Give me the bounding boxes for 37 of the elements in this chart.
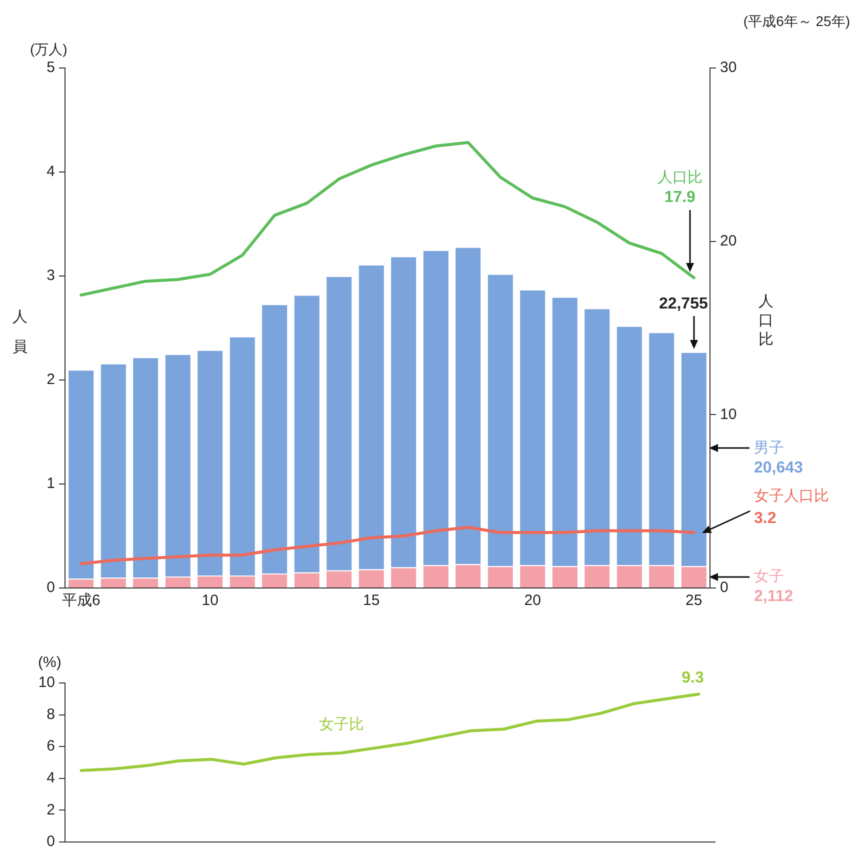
text: (万人) bbox=[30, 40, 68, 57]
y-tick-label: 2 bbox=[46, 801, 55, 818]
series-label: 女子比 bbox=[318, 716, 364, 734]
y-tick-label: 4 bbox=[46, 770, 55, 787]
y-tick-label: 10 bbox=[38, 674, 55, 692]
text: 男子 bbox=[754, 439, 784, 456]
x-tick-label: 15 bbox=[363, 592, 380, 610]
text: (平成6年～ 25年) bbox=[743, 12, 850, 29]
text: 20,643 bbox=[754, 460, 804, 477]
y2-tick-label: 20 bbox=[720, 232, 737, 250]
y2-axis-title: 人口比 bbox=[758, 293, 774, 348]
y-tick-label: 8 bbox=[46, 706, 55, 723]
y-tick-label: 4 bbox=[46, 163, 55, 180]
x-tick-label: 10 bbox=[202, 592, 218, 610]
data-label: 9.3 bbox=[682, 670, 704, 687]
y-tick-label: 3 bbox=[46, 267, 55, 284]
y2-tick-label: 0 bbox=[720, 579, 728, 596]
text: 人口比 bbox=[657, 168, 702, 186]
x-tick-label: 平成6 bbox=[62, 592, 100, 610]
y2-tick-label: 30 bbox=[720, 59, 737, 76]
annotation: 17.9 bbox=[664, 189, 696, 206]
y-tick-label: 0 bbox=[46, 833, 55, 850]
y-axis-title: (%) bbox=[38, 654, 62, 672]
y2-tick-label: 10 bbox=[720, 406, 737, 423]
text: 女子 bbox=[754, 568, 784, 585]
y-tick-label: 0 bbox=[46, 579, 55, 596]
annotation: 22,755 bbox=[658, 295, 708, 312]
y-tick-label: 6 bbox=[46, 738, 55, 755]
y-tick-label: 1 bbox=[46, 475, 55, 492]
y-axis-title: 人員 bbox=[12, 308, 28, 356]
y-tick-label: 2 bbox=[46, 371, 55, 388]
text: 3.2 bbox=[754, 510, 776, 527]
text: 2,112 bbox=[754, 588, 794, 606]
y-tick-label: 5 bbox=[46, 59, 55, 76]
x-tick-label: 20 bbox=[524, 592, 541, 610]
text: 女子人口比 bbox=[754, 488, 829, 505]
x-tick-label: 25 bbox=[686, 592, 702, 610]
